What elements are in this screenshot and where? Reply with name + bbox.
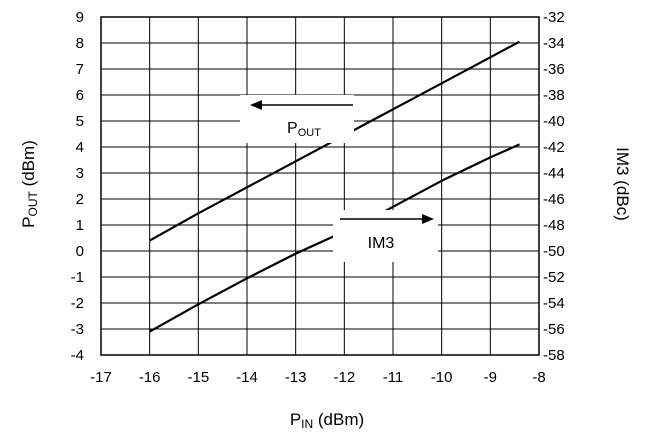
y-left-tick-label: 9 (76, 9, 84, 26)
y-right-tick-label: -56 (543, 321, 565, 338)
im3-arrow-head (422, 214, 434, 224)
x-tick-label: -14 (236, 369, 258, 386)
x-tick-label: -12 (333, 369, 355, 386)
y-left-tick-label: 1 (76, 217, 84, 234)
y-left-tick-label: 2 (76, 191, 84, 208)
x-tick-label: -9 (484, 369, 497, 386)
series-group (149, 40, 521, 333)
pout-arrow-head (250, 100, 262, 110)
y-left-tick-label: -1 (71, 269, 84, 286)
plot-frame (100, 16, 540, 356)
x-tick-label: -17 (90, 369, 112, 386)
y-right-tick-label: -44 (543, 165, 565, 182)
y-right-tick-label: -50 (543, 243, 565, 260)
x-axis-title: PIN (dBm) (290, 410, 364, 431)
im3-label: IM3 (368, 235, 395, 252)
y-left-tick-label: 7 (76, 61, 84, 78)
annotations: POUT IM3 (240, 95, 438, 262)
right-axis-title: IM3 (dBc) (613, 147, 632, 221)
y-right-tick-label: -54 (543, 295, 565, 312)
y-right-tick-label: -40 (543, 113, 565, 130)
y-left-tick-label: 5 (76, 113, 84, 130)
y-left-tick-label: 6 (76, 87, 84, 104)
y-left-tick-label: 8 (76, 35, 84, 52)
y-right-tick-label: -34 (543, 35, 565, 52)
x-tick-label: -10 (431, 369, 453, 386)
y-left-tick-label: 3 (76, 165, 84, 182)
y-right-tick-label: -46 (543, 191, 565, 208)
y-left-tick-label: -4 (71, 347, 84, 364)
y-left-tick-label: -2 (71, 295, 84, 312)
y-left-tick-label: 0 (76, 243, 84, 260)
x-tick-label: -16 (139, 369, 161, 386)
y-left-tick-label: 4 (76, 139, 84, 156)
y-right-tick-label: -32 (543, 9, 565, 26)
y-right-tick-label: -48 (543, 217, 565, 234)
left-axis-title: POUT (dBm) (19, 140, 40, 228)
y-right-tick-label: -38 (543, 87, 565, 104)
pout-label: POUT (287, 120, 321, 139)
x-tick-label: -11 (383, 369, 404, 386)
grid (100, 16, 540, 356)
x-tick-label: -13 (285, 369, 307, 386)
x-tick-label: -8 (532, 369, 545, 386)
x-tick-label: -15 (187, 369, 209, 386)
y-left-tick-label: -3 (71, 321, 84, 338)
y-right-tick-label: -36 (543, 61, 565, 78)
y-right-tick-label: -58 (543, 347, 565, 364)
tick-labels: -17 -16 -15 -14 -13 -12 -11 -10 -9 -8-4-3-2-10123… (71, 9, 565, 386)
y-right-tick-label: -52 (543, 269, 565, 286)
y-right-tick-label: -42 (543, 139, 565, 156)
